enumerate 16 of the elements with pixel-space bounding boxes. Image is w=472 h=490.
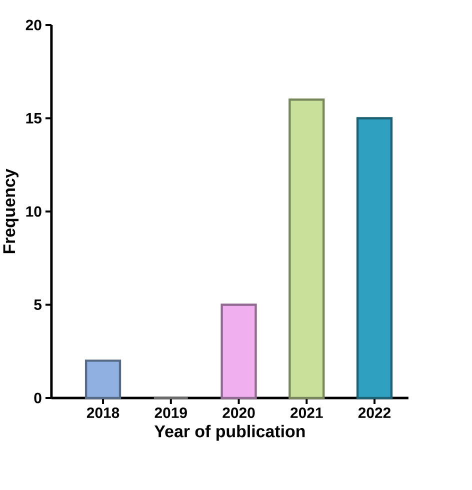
bar [84,360,122,400]
y-tick-label: 10 [26,206,42,217]
y-tick-label: 15 [26,113,42,124]
y-tick-label: 20 [26,20,42,30]
x-tick-label: 2022 [358,407,391,418]
x-tick-label: 2020 [222,407,255,418]
y-tick-label: 0 [34,392,42,404]
x-tick-label: 2018 [86,407,120,418]
x-axis-title: Year of publication [154,424,305,441]
x-tick-label: 2021 [290,407,323,418]
bar [356,117,393,400]
y-tick-label: 5 [34,300,42,310]
bar [220,304,257,400]
y-axis-title: Frequency [3,168,18,254]
bar [288,98,325,400]
x-tick-label: 2019 [154,407,187,418]
